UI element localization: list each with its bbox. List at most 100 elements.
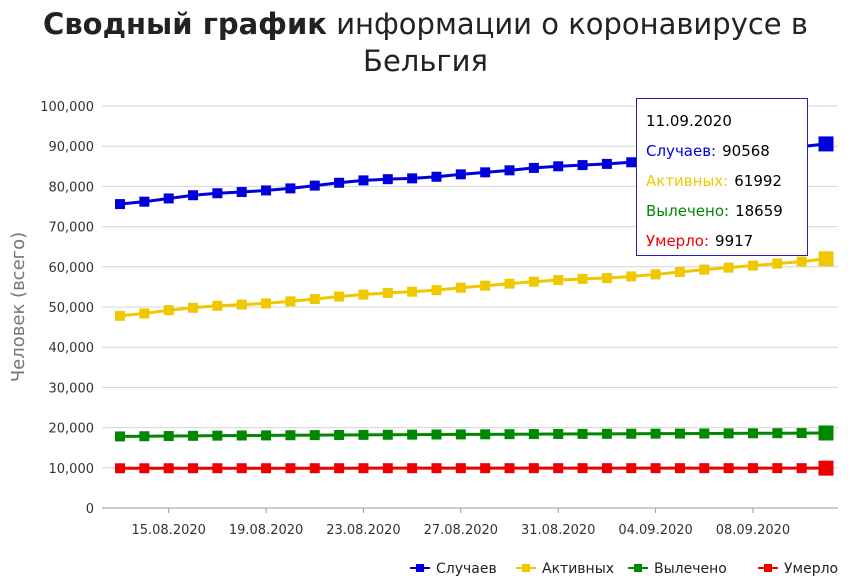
data-point xyxy=(431,285,442,296)
legend: Случаев Активных Вылечено Умерло xyxy=(410,561,838,577)
tooltip-value: 9917 xyxy=(715,232,754,250)
data-point xyxy=(699,463,710,474)
data-point xyxy=(139,463,150,474)
data-point xyxy=(382,429,393,440)
data-point xyxy=(626,271,637,282)
data-point xyxy=(334,463,345,474)
data-point xyxy=(699,428,710,439)
legend-item: Вылечено xyxy=(628,561,727,577)
legend-item: Случаев xyxy=(410,561,497,577)
y-tick-label: 50,000 xyxy=(49,301,95,316)
data-point xyxy=(626,157,637,168)
y-axis: 0 10,000 20,000 30,000 40,000 50,000 60,000 70,… xyxy=(8,100,94,517)
legend-item: Активных xyxy=(516,561,614,577)
tooltip-value: 90568 xyxy=(722,142,770,160)
data-point xyxy=(747,260,758,271)
data-point xyxy=(818,460,834,476)
data-point xyxy=(309,463,320,474)
data-point xyxy=(528,276,539,287)
y-tick-label: 30,000 xyxy=(49,381,95,396)
legend-label: Активных xyxy=(542,561,614,577)
legend-label: Умерло xyxy=(784,561,838,577)
series-line xyxy=(119,431,827,438)
tooltip-row-cases: Случаев: 90568 xyxy=(646,136,807,166)
data-point xyxy=(480,463,491,474)
data-point xyxy=(115,431,125,442)
data-point xyxy=(480,167,491,178)
series-layer xyxy=(115,136,834,476)
data-point xyxy=(747,428,758,439)
data-point xyxy=(674,267,685,278)
tooltip-label: Умерло: xyxy=(646,232,710,250)
data-point xyxy=(236,463,247,474)
data-point xyxy=(601,463,612,474)
x-tick-label: 19.08.2020 xyxy=(229,523,303,538)
data-point xyxy=(528,429,539,440)
data-point xyxy=(699,264,710,275)
data-point xyxy=(358,463,369,474)
data-point xyxy=(212,300,223,311)
data-point xyxy=(553,161,564,172)
data-point xyxy=(285,463,296,474)
data-point xyxy=(188,463,199,474)
data-point xyxy=(334,291,345,302)
data-point xyxy=(261,298,272,309)
chart-title-bold: Сводный график xyxy=(43,7,327,41)
series-2 xyxy=(115,425,834,442)
tooltip-row-active: Активных: 61992 xyxy=(646,166,807,196)
y-tick-label: 70,000 xyxy=(49,221,95,236)
data-point xyxy=(212,463,223,474)
data-point xyxy=(818,251,834,267)
data-point xyxy=(650,428,661,439)
y-tick-label: 20,000 xyxy=(49,422,95,437)
data-point xyxy=(163,305,174,316)
data-point xyxy=(236,430,247,441)
data-point xyxy=(407,173,418,184)
data-point xyxy=(626,428,637,439)
data-point xyxy=(601,428,612,439)
chart-title: Сводный график информации о коронавирусе… xyxy=(0,6,851,80)
legend-label: Вылечено xyxy=(654,561,727,577)
data-point xyxy=(796,463,807,474)
data-point xyxy=(480,280,491,291)
data-point xyxy=(358,175,369,186)
x-tick-label: 08.09.2020 xyxy=(716,523,790,538)
data-point xyxy=(455,169,466,180)
hover-tooltip: 11.09.2020 Случаев: 90568 Активных: 61992 … xyxy=(636,98,808,256)
data-point xyxy=(577,428,588,439)
data-point xyxy=(723,428,734,439)
data-point xyxy=(431,429,442,440)
data-point xyxy=(674,428,685,439)
data-point xyxy=(504,278,515,289)
y-tick-label: 60,000 xyxy=(49,261,95,276)
data-point xyxy=(358,289,369,300)
data-point xyxy=(818,425,834,441)
data-point xyxy=(212,188,223,199)
data-point xyxy=(553,275,564,286)
tooltip-date: 11.09.2020 xyxy=(646,112,732,130)
data-point xyxy=(139,196,150,207)
y-tick-label: 40,000 xyxy=(49,341,95,356)
data-point xyxy=(407,429,418,440)
x-tick-label: 27.08.2020 xyxy=(424,523,498,538)
data-point xyxy=(188,302,199,313)
legend-marker xyxy=(764,564,772,572)
tooltip-label: Случаев: xyxy=(646,142,717,160)
data-point xyxy=(504,165,515,176)
tooltip-value: 61992 xyxy=(734,172,782,190)
data-point xyxy=(796,428,807,439)
x-tick-label: 23.08.2020 xyxy=(326,523,400,538)
data-point xyxy=(455,429,466,440)
y-axis-label: Человек (всего) xyxy=(8,232,29,382)
x-tick-label: 15.08.2020 xyxy=(131,523,205,538)
data-point xyxy=(285,296,296,307)
series-3 xyxy=(115,460,834,476)
data-point xyxy=(407,463,418,474)
data-point xyxy=(236,187,247,198)
data-point xyxy=(601,273,612,284)
data-point xyxy=(285,183,296,194)
series-0 xyxy=(115,136,834,210)
data-point xyxy=(115,199,125,210)
legend-marker xyxy=(416,564,424,572)
